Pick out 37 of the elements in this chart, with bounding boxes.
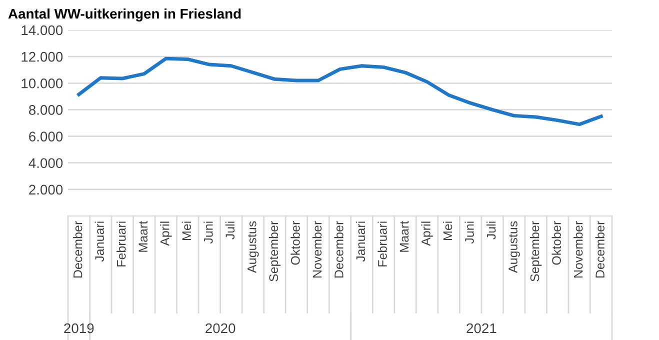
x-tick-label: Juni — [204, 222, 213, 244]
x-tick-label: Augustus — [508, 221, 520, 273]
x-tick-label: Februari — [116, 222, 126, 266]
x-tick-label: Juni — [464, 222, 474, 244]
x-tick-label: Januari — [356, 222, 366, 262]
x-tick-label: Oktober — [552, 221, 561, 265]
text: 2021 — [466, 323, 496, 334]
x-tick-label: September — [530, 221, 542, 282]
y-tick-label: 8.000 — [28, 105, 63, 115]
y-tick-label: 2.000 — [29, 184, 63, 195]
x-tick-label: Oktober — [290, 221, 300, 265]
x-tick-label: November — [574, 221, 583, 278]
y-tick-label: 6.000 — [29, 132, 63, 142]
x-tick-label: November — [312, 221, 322, 278]
x-tick-label: April — [421, 222, 433, 246]
y-tick-label: 14.000 — [22, 25, 63, 36]
x-tick-label: Mei — [442, 222, 452, 240]
x-tick-label: April — [160, 222, 172, 246]
x-tick-label: Januari — [94, 222, 104, 262]
x-tick-label: December — [73, 221, 82, 278]
x-tick-label: Maart — [138, 220, 148, 252]
y-tick-label: 4.000 — [28, 158, 63, 168]
x-tick-label: Februari — [378, 222, 387, 266]
text: 2019 — [64, 323, 94, 334]
x-tick-label: December — [334, 221, 344, 278]
y-tick-label: 12.000 — [22, 52, 63, 62]
x-tick-label: Maart — [400, 220, 409, 252]
chart-title: Aantal WW-uitkeringen in Friesland — [8, 8, 241, 22]
y-tick-label: 10.000 — [22, 78, 63, 88]
x-tick-label: Mei — [182, 222, 192, 240]
text: 2020 — [206, 323, 236, 334]
x-tick-label: Augustus — [248, 221, 259, 273]
x-tick-label: Juli — [225, 222, 235, 240]
x-tick-label: Juli — [486, 222, 496, 240]
x-tick-label: September — [268, 221, 281, 282]
line-series — [77, 56, 603, 126]
x-tick-label: December — [595, 221, 604, 278]
